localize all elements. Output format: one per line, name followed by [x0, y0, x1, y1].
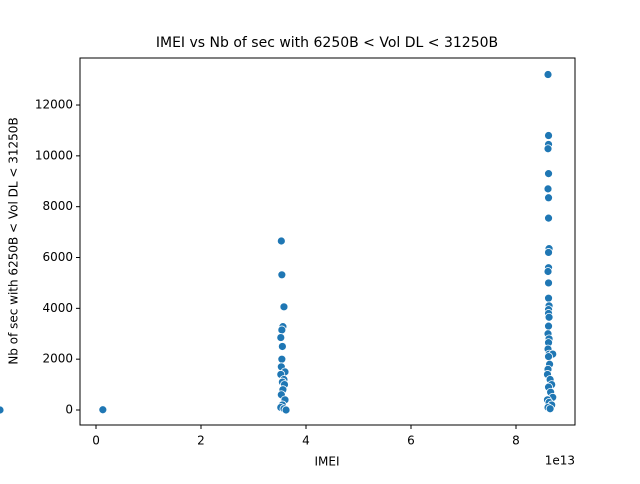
x-tick-label: 2 [197, 434, 205, 448]
y-tick-label: 8000 [42, 199, 73, 213]
point [276, 236, 286, 246]
y-tick-label: 12000 [35, 98, 73, 112]
point [544, 352, 553, 362]
point [544, 312, 554, 322]
point [544, 131, 553, 140]
point [276, 333, 286, 342]
x-tick-label: 8 [512, 434, 520, 448]
point [277, 354, 287, 364]
point [277, 342, 287, 351]
x-tick-label: 4 [302, 434, 310, 448]
point [544, 193, 553, 203]
point [544, 248, 553, 257]
point [277, 325, 287, 335]
y-tick-label: 0 [65, 403, 73, 417]
point [277, 270, 287, 280]
point [544, 169, 553, 179]
point [545, 404, 555, 414]
y-axis-label: Nb of sec with 6250B < Vol DL < 31250B [7, 117, 21, 364]
x-tick-label: 0 [92, 434, 100, 448]
point [279, 302, 289, 312]
point [543, 144, 553, 154]
x-tick-label: 6 [407, 434, 415, 448]
point [0, 405, 5, 415]
y-tick-label: 2000 [42, 352, 73, 366]
y-tick-label: 10000 [35, 148, 73, 162]
x-offset-label: 1e13 [545, 454, 575, 468]
chart-title: IMEI vs Nb of sec with 6250B < Vol DL < … [156, 35, 498, 51]
point [544, 278, 553, 288]
point [544, 213, 553, 223]
plot-frame [79, 57, 576, 426]
point [544, 321, 553, 331]
point [543, 184, 553, 194]
point [543, 267, 553, 276]
point [544, 293, 553, 303]
x-axis-label: IMEI [314, 455, 339, 469]
y-tick-label: 4000 [42, 301, 73, 315]
y-tick-label: 6000 [42, 250, 73, 264]
point [281, 405, 291, 415]
point [543, 70, 553, 79]
point [98, 405, 108, 415]
